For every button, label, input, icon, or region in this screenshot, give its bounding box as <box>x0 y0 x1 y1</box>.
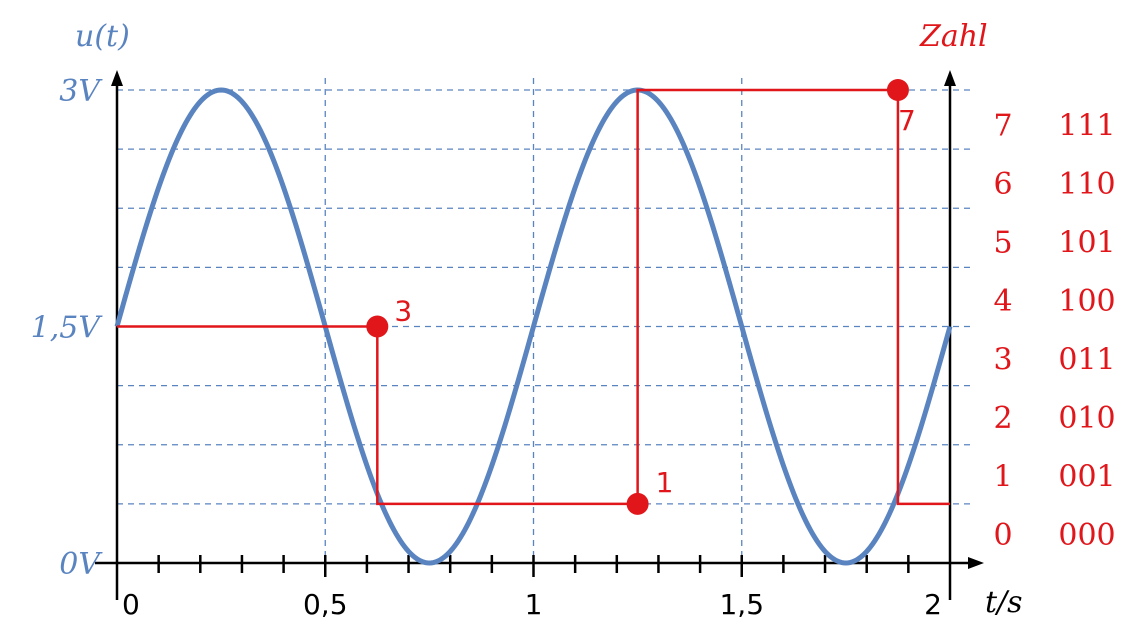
sample-point-label: 3 <box>394 295 412 328</box>
sample-point-label: 7 <box>898 104 916 137</box>
y-tick-label: 1,5V <box>31 311 104 346</box>
right-axis-arrow <box>944 70 956 86</box>
level-code: 101 <box>1058 226 1115 261</box>
level-code: 111 <box>1058 109 1115 144</box>
sample-point <box>626 492 649 515</box>
grid <box>117 78 975 563</box>
level-code: 001 <box>1058 460 1115 495</box>
level-code: 100 <box>1058 284 1115 319</box>
x-tick-label: 2 <box>924 588 942 621</box>
x-axis-arrow <box>968 557 984 569</box>
level-number: 3 <box>993 343 1012 378</box>
left-axis-arrow <box>111 70 123 86</box>
level-number: 6 <box>993 167 1012 202</box>
level-number: 4 <box>993 284 1012 319</box>
level-number: 2 <box>993 401 1012 436</box>
sample-point-label: 1 <box>656 466 674 499</box>
sample-points: 3 1 7 <box>366 79 916 515</box>
axes <box>95 70 984 600</box>
x-axis-label: t/s <box>985 585 1023 620</box>
sample-point <box>886 79 909 101</box>
level-number: 7 <box>993 109 1012 144</box>
x-tick-label: 0 <box>122 588 140 621</box>
level-code: 000 <box>1058 518 1115 553</box>
level-number: 5 <box>993 226 1012 261</box>
x-tick-label: 1 <box>525 588 543 621</box>
x-tick-label: 1,5 <box>719 588 764 621</box>
quantized-step-line <box>117 88 950 506</box>
signal-curve <box>114 87 953 566</box>
level-code: 010 <box>1058 401 1115 436</box>
level-number: 1 <box>993 460 1012 495</box>
left-axis-label: u(t) <box>75 19 130 54</box>
level-number: 0 <box>993 518 1012 553</box>
y-tick-label: 3V <box>59 74 103 109</box>
level-code: 110 <box>1058 167 1115 202</box>
sample-point <box>366 315 389 338</box>
sample-hold-steps <box>117 88 950 506</box>
x-tick-label: 0,5 <box>303 588 348 621</box>
tick-marks <box>157 555 910 577</box>
right-axis-label: Zahl <box>919 19 988 54</box>
y-tick-label: 0V <box>59 547 103 582</box>
level-code: 011 <box>1058 343 1115 378</box>
